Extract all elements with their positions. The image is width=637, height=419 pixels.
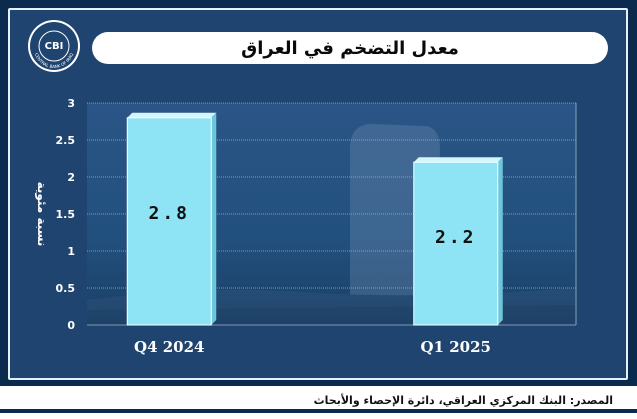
y-axis-label: نسبة مئوية [34, 182, 49, 247]
x-tick-label: Q4 2024 [134, 338, 204, 356]
bar-side-face [211, 112, 217, 325]
chart-title: معدل التضخم في العراق [241, 37, 459, 59]
x-tick-label: Q1 2025 [421, 338, 491, 356]
y-tick-label: 3 [67, 97, 75, 110]
bar [413, 161, 499, 326]
y-tick-label: 1 [67, 245, 75, 258]
y-tick-label: 1.5 [56, 208, 76, 221]
source-underline [0, 409, 637, 413]
source-note: المصدر: البنك المركزي العراقي، دائرة الإ… [313, 394, 613, 407]
bar-side-face [497, 157, 503, 325]
bar [126, 117, 212, 326]
bar-top-face [413, 157, 503, 163]
y-tick-label: 0 [67, 319, 75, 332]
y-tick-label: 2 [67, 171, 75, 184]
y-tick-label: 0.5 [56, 282, 76, 295]
logo-text: CBI [45, 41, 64, 52]
bar-chart: 0 0.5 1 1.5 2 2.5 3 2.8 Q4 2024 2.2 Q1 2025 نسبة … [34, 97, 577, 356]
bar-data-label: 2.2 [435, 227, 477, 248]
source-strip [0, 386, 637, 419]
bar-data-label: 2.8 [148, 203, 190, 224]
bar-top-face [127, 112, 217, 118]
y-tick-label: 2.5 [56, 134, 76, 147]
central-bank-logo-icon: CBI CENTRAL BANK OF IRAQ [28, 20, 80, 72]
title-banner: معدل التضخم في العراق [92, 32, 608, 64]
